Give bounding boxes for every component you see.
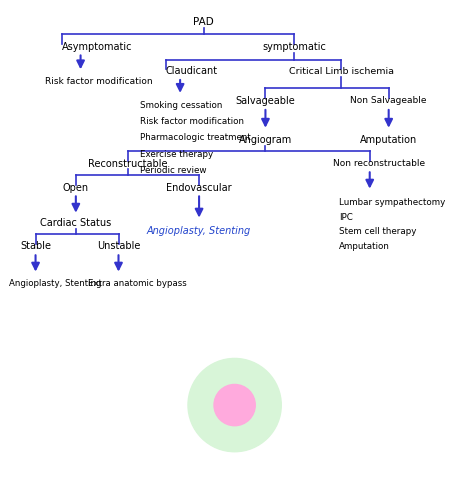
Text: Amputation: Amputation	[339, 242, 390, 251]
Text: Non Salvageable: Non Salvageable	[350, 96, 427, 105]
Text: Extra anatomic bypass: Extra anatomic bypass	[88, 279, 186, 288]
Text: PAD: PAD	[193, 17, 214, 27]
Text: Risk factor modification: Risk factor modification	[45, 78, 153, 86]
Ellipse shape	[188, 358, 281, 452]
Text: symptomatic: symptomatic	[262, 42, 326, 52]
Text: Exercise therapy: Exercise therapy	[140, 150, 213, 159]
Text: Stem cell therapy: Stem cell therapy	[339, 227, 416, 236]
Text: Amputation: Amputation	[360, 135, 417, 145]
Text: Risk factor modification: Risk factor modification	[140, 117, 244, 126]
Text: Claudicant: Claudicant	[166, 66, 218, 76]
Text: Cardiac Status: Cardiac Status	[40, 218, 111, 228]
Text: Angioplasty, Stenting: Angioplasty, Stenting	[9, 279, 102, 288]
Text: Open: Open	[63, 183, 89, 192]
Text: IPC: IPC	[339, 213, 353, 221]
Text: Unstable: Unstable	[97, 242, 140, 251]
Text: Endovascular: Endovascular	[166, 183, 232, 192]
Text: Lumbar sympathectomy: Lumbar sympathectomy	[339, 198, 445, 207]
Text: Angioplasty, Stenting: Angioplasty, Stenting	[147, 226, 251, 236]
Text: Salvageable: Salvageable	[236, 96, 295, 106]
Ellipse shape	[214, 384, 255, 426]
Text: Reconstructable: Reconstructable	[88, 159, 168, 168]
Text: Stable: Stable	[20, 242, 51, 251]
Text: Pharmacologic treatment: Pharmacologic treatment	[140, 134, 251, 142]
Text: Periodic review: Periodic review	[140, 166, 206, 175]
Text: Angiogram: Angiogram	[239, 135, 292, 145]
Text: Critical Limb ischemia: Critical Limb ischemia	[289, 67, 394, 76]
Text: Asymptomatic: Asymptomatic	[62, 42, 132, 52]
Text: Smoking cessation: Smoking cessation	[140, 101, 222, 110]
Text: Non reconstructable: Non reconstructable	[333, 159, 425, 168]
